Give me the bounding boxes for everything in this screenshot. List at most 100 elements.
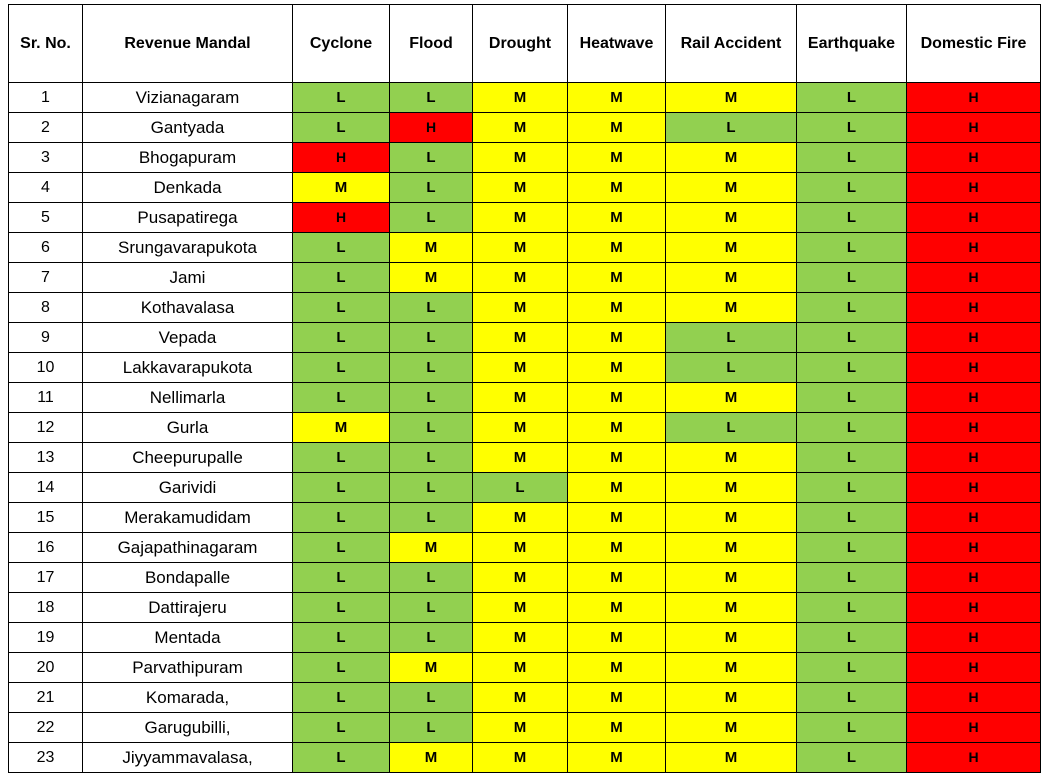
cyclone-risk-cell: L xyxy=(292,352,390,383)
mandal-name-cell: Jiyyammavalasa, xyxy=(82,742,293,773)
risk-level-label: L xyxy=(426,569,436,586)
rail-accident-risk-cell: M xyxy=(665,472,797,503)
mandal-name-cell: Komarada, xyxy=(82,682,293,713)
risk-level-label: M xyxy=(610,119,623,136)
heatwave-risk-cell: M xyxy=(567,622,666,653)
domestic-fire-risk-cell: H xyxy=(906,172,1041,203)
risk-level-label: L xyxy=(726,119,736,136)
domestic-fire-risk-cell: H xyxy=(906,532,1041,563)
flood-risk-cell: L xyxy=(389,442,473,473)
sr-no-cell: 15 xyxy=(8,502,83,533)
heatwave-risk-cell: M xyxy=(567,352,666,383)
risk-level-label: M xyxy=(513,329,527,346)
sr-no-cell: 19 xyxy=(8,622,83,653)
rail-accident-risk-cell: M xyxy=(665,292,797,323)
flood-risk-cell: L xyxy=(389,202,473,233)
drought-risk-cell: M xyxy=(472,262,568,293)
header-row: Sr. No. Revenue Mandal Cyclone Flood Drought… xyxy=(8,4,1041,83)
risk-level-label: H xyxy=(968,449,979,465)
domestic-fire-risk-cell: H xyxy=(906,442,1041,473)
risk-level-label: M xyxy=(424,539,438,556)
risk-level-label: H xyxy=(968,239,979,255)
cyclone-risk-cell: M xyxy=(292,412,390,443)
table-row: 13 Cheepurupalle L L M M M L H xyxy=(8,442,1041,473)
domestic-fire-risk-cell: H xyxy=(906,382,1041,413)
domestic-fire-risk-cell: H xyxy=(906,592,1041,623)
heatwave-risk-cell: M xyxy=(567,322,666,353)
risk-level-label: L xyxy=(846,719,857,736)
risk-level-label: L xyxy=(426,299,436,316)
rail-accident-risk-cell: L xyxy=(665,322,797,353)
risk-level-label: M xyxy=(334,179,348,196)
table-row: 1 Vizianagaram L L M M M L H xyxy=(8,82,1041,113)
heatwave-risk-cell: M xyxy=(567,652,666,683)
cyclone-risk-cell: M xyxy=(292,172,390,203)
table-row: 22 Garugubilli, L L M M M L H xyxy=(8,712,1041,743)
risk-level-label: H xyxy=(968,329,979,345)
risk-level-label: L xyxy=(426,389,436,406)
table-row: 9 Vepada L L M M L L H xyxy=(8,322,1041,353)
rail-accident-risk-cell: M xyxy=(665,382,797,413)
mandal-name-cell: Nellimarla xyxy=(82,382,293,413)
table-row: 16 Gajapathinagaram L M M M M L H xyxy=(8,532,1041,563)
flood-risk-cell: L xyxy=(389,292,473,323)
sr-no-cell: 23 xyxy=(8,742,83,773)
sr-no-cell: 7 xyxy=(8,262,83,293)
cyclone-risk-cell: L xyxy=(292,112,390,143)
risk-level-label: M xyxy=(724,179,738,196)
flood-risk-cell: L xyxy=(389,382,473,413)
sr-no-cell: 11 xyxy=(8,382,83,413)
risk-level-label: M xyxy=(610,179,623,196)
risk-level-label: L xyxy=(426,599,436,616)
domestic-fire-risk-cell: H xyxy=(906,112,1041,143)
sr-no-cell: 2 xyxy=(8,112,83,143)
header-drought: Drought xyxy=(472,4,568,83)
drought-risk-cell: M xyxy=(472,142,568,173)
risk-level-label: M xyxy=(513,599,527,616)
risk-level-label: M xyxy=(513,449,527,466)
rail-accident-risk-cell: L xyxy=(665,112,797,143)
drought-risk-cell: M xyxy=(472,502,568,533)
table-row: 10 Lakkavarapukota L L M M L L H xyxy=(8,352,1041,383)
drought-risk-cell: M xyxy=(472,112,568,143)
table-row: 7 Jami L M M M M L H xyxy=(8,262,1041,293)
earthquake-risk-cell: L xyxy=(796,262,907,293)
rail-accident-risk-cell: M xyxy=(665,562,797,593)
earthquake-risk-cell: L xyxy=(796,232,907,263)
drought-risk-cell: M xyxy=(472,292,568,323)
heatwave-risk-cell: M xyxy=(567,232,666,263)
risk-level-label: H xyxy=(968,509,979,525)
risk-level-label: L xyxy=(426,419,436,436)
header-revenue-mandal: Revenue Mandal xyxy=(82,4,293,83)
flood-risk-cell: L xyxy=(389,562,473,593)
risk-level-label: H xyxy=(335,209,347,225)
risk-level-label: L xyxy=(336,569,346,586)
risk-level-label: L xyxy=(846,749,857,766)
risk-level-label: L xyxy=(426,209,436,226)
drought-risk-cell: M xyxy=(472,712,568,743)
risk-level-label: M xyxy=(424,269,438,286)
cyclone-risk-cell: L xyxy=(292,82,390,113)
earthquake-risk-cell: L xyxy=(796,502,907,533)
risk-level-label: M xyxy=(610,509,623,526)
risk-level-label: M xyxy=(424,659,438,676)
flood-risk-cell: L xyxy=(389,82,473,113)
cyclone-risk-cell: L xyxy=(292,442,390,473)
table-row: 17 Bondapalle L L M M M L H xyxy=(8,562,1041,593)
flood-risk-cell: L xyxy=(389,142,473,173)
risk-level-label: M xyxy=(513,659,527,676)
risk-level-label: L xyxy=(426,719,436,736)
risk-level-label: L xyxy=(515,479,525,496)
cyclone-risk-cell: L xyxy=(292,472,390,503)
risk-level-label: M xyxy=(724,449,738,466)
risk-level-label: M xyxy=(610,149,623,166)
sr-no-cell: 5 xyxy=(8,202,83,233)
risk-level-label: M xyxy=(513,389,527,406)
risk-level-label: M xyxy=(610,329,623,346)
domestic-fire-risk-cell: H xyxy=(906,82,1041,113)
flood-risk-cell: M xyxy=(389,532,473,563)
flood-risk-cell: L xyxy=(389,502,473,533)
risk-level-label: M xyxy=(724,299,738,316)
heatwave-risk-cell: M xyxy=(567,142,666,173)
drought-risk-cell: M xyxy=(472,622,568,653)
